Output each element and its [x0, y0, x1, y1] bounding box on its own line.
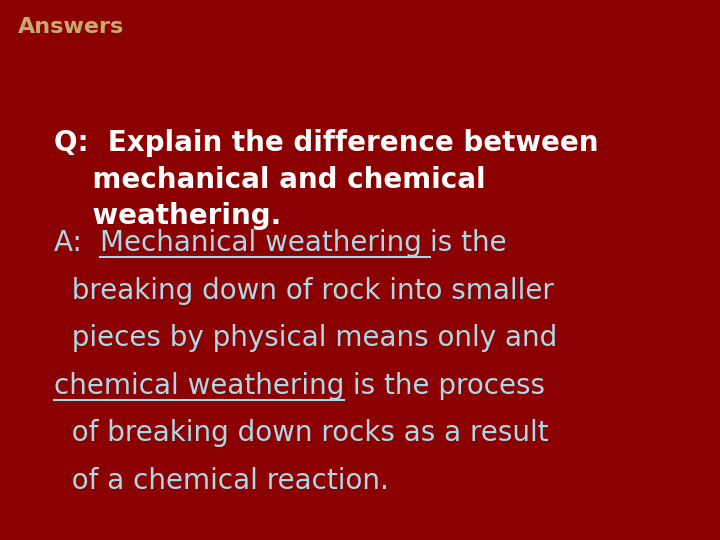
Text: is the: is the [431, 229, 507, 257]
Text: Answers: Answers [18, 17, 125, 37]
Text: mechanical and chemical: mechanical and chemical [54, 166, 485, 194]
Text: pieces by physical means only and: pieces by physical means only and [54, 324, 557, 352]
Text: Q:  Explain the difference between: Q: Explain the difference between [54, 130, 598, 157]
Text: breaking down of rock into smaller: breaking down of rock into smaller [54, 276, 554, 305]
Text: chemical weathering: chemical weathering [54, 372, 344, 400]
Text: weathering.: weathering. [54, 202, 282, 230]
Text: of breaking down rocks as a result: of breaking down rocks as a result [54, 420, 549, 448]
Text: of a chemical reaction.: of a chemical reaction. [54, 467, 389, 495]
Text: is the process: is the process [344, 372, 545, 400]
Text: Mechanical weathering: Mechanical weathering [99, 229, 431, 257]
Text: A:: A: [54, 229, 99, 257]
